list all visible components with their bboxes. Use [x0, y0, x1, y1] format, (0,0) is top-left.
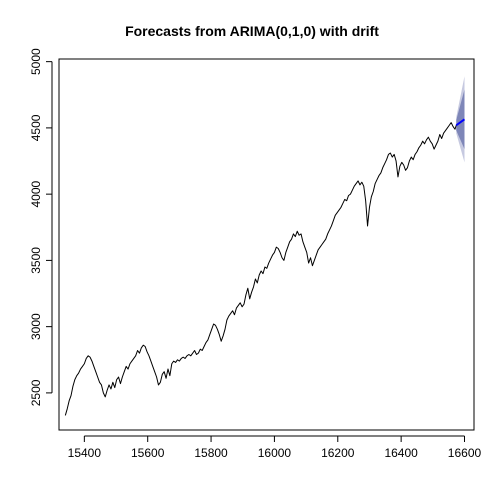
y-tick-label: 4000 — [29, 180, 43, 207]
y-tick-label: 2500 — [29, 379, 43, 406]
x-tick-label: 15800 — [194, 446, 228, 460]
chart-title: Forecasts from ARIMA(0,1,0) with drift — [125, 23, 379, 39]
forecast-line — [455, 118, 466, 127]
x-tick-label: 16400 — [384, 446, 418, 460]
x-tick-label: 16000 — [258, 446, 292, 460]
y-tick-label: 3500 — [29, 247, 43, 274]
x-tick-label: 16200 — [321, 446, 355, 460]
y-tick-label: 3000 — [29, 313, 43, 340]
interval-80-band — [456, 89, 465, 150]
plot-frame — [58, 58, 475, 431]
y-tick-label: 4500 — [29, 114, 43, 141]
x-tick-label: 15400 — [68, 446, 102, 460]
y-axis: 2500 3000 3500 4000 4500 5000 — [29, 48, 53, 406]
x-axis: 15400 15600 15800 16000 16200 16400 16600 — [68, 435, 482, 460]
plot-area — [64, 76, 466, 416]
y-tick-label: 5000 — [29, 48, 43, 75]
x-tick-label: 15600 — [131, 446, 165, 460]
x-tick-label: 16600 — [448, 446, 482, 460]
history-line — [64, 122, 457, 416]
